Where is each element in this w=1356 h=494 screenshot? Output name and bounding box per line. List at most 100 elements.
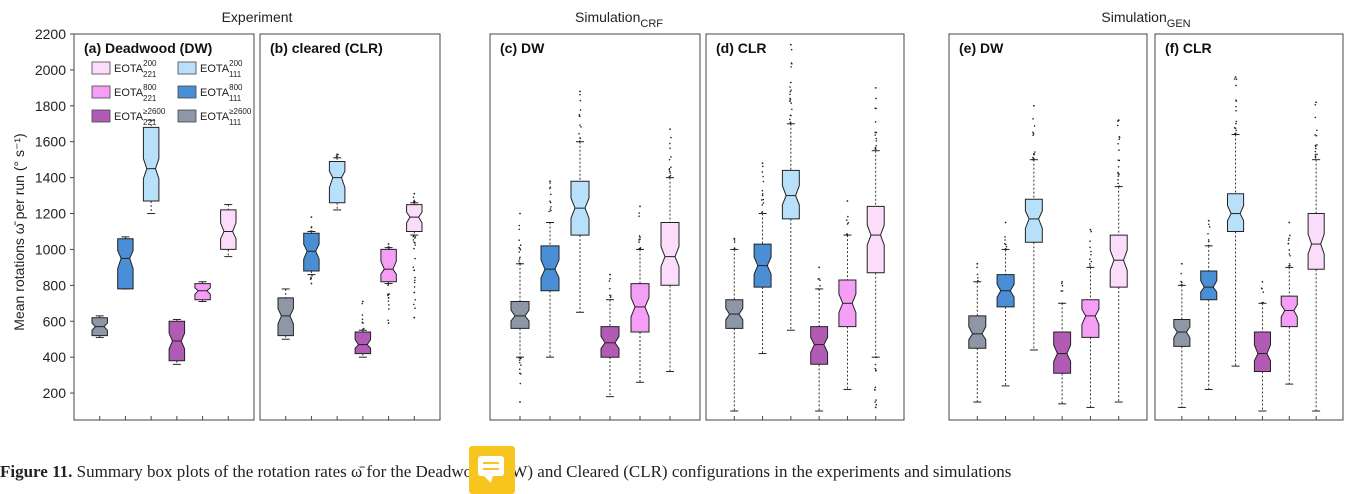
- box: [328, 161, 346, 204]
- outlier-point: [761, 211, 763, 214]
- outlier-point: [549, 187, 551, 190]
- outlier-point: [818, 266, 821, 269]
- outlier-point: [518, 361, 521, 364]
- outlier-point: [1117, 172, 1120, 175]
- legend-superscript: 800: [143, 83, 157, 92]
- outlier-point: [519, 357, 522, 360]
- legend-swatch: [91, 109, 111, 123]
- outlier-point: [874, 363, 877, 366]
- outlier-point: [1288, 263, 1291, 265]
- panel-label: (c) DW: [500, 40, 545, 56]
- panel-frame: [948, 33, 1148, 421]
- box: [540, 245, 560, 292]
- outlier-point: [1089, 246, 1091, 249]
- outlier-point: [1207, 219, 1210, 222]
- outlier-point: [733, 241, 736, 243]
- outlier-point: [1061, 284, 1064, 287]
- group-title: SimulationCRF: [575, 9, 663, 30]
- outlier-point: [413, 286, 416, 288]
- outlier-point: [1117, 119, 1120, 122]
- box: [380, 248, 397, 283]
- outlier-point: [414, 298, 417, 301]
- outlier-point: [608, 280, 611, 282]
- outlier-point: [1032, 104, 1035, 107]
- outlier-point: [977, 277, 979, 279]
- box: [1227, 193, 1245, 232]
- outlier-point: [669, 128, 671, 131]
- outlier-point: [977, 279, 979, 282]
- box: [354, 331, 372, 355]
- outlier-point: [310, 226, 313, 229]
- box: [220, 209, 237, 250]
- outlier-point: [1032, 158, 1034, 161]
- outlier-point: [789, 43, 792, 46]
- outlier-point: [874, 406, 877, 409]
- y-tick-label: 1800: [35, 98, 66, 114]
- outlier-point: [519, 401, 521, 403]
- panel-label: (f) CLR: [1165, 40, 1212, 56]
- outlier-point: [1314, 157, 1317, 159]
- outlier-point: [1089, 228, 1092, 231]
- outlier-point: [1117, 166, 1120, 168]
- outlier-point: [761, 194, 764, 197]
- outlier-point: [1235, 99, 1237, 101]
- outlier-point: [578, 140, 581, 143]
- outlier-point: [1034, 151, 1036, 153]
- legend-superscript: ≥2600: [229, 107, 252, 116]
- panel-label: (b) cleared (CLR): [270, 40, 383, 56]
- outlier-point: [639, 247, 642, 249]
- legend-superscript: 200: [229, 59, 243, 68]
- outlier-point: [847, 221, 850, 224]
- outlier-point: [579, 109, 582, 111]
- outlier-point: [1180, 272, 1183, 275]
- outlier-point: [1032, 131, 1034, 134]
- outlier-point: [519, 382, 522, 385]
- outlier-point: [1316, 144, 1318, 146]
- group-title: SimulationGEN: [1101, 9, 1190, 30]
- outlier-point: [818, 277, 820, 280]
- outlier-point: [1288, 249, 1291, 251]
- outlier-point: [789, 90, 792, 93]
- comment-line: [483, 462, 499, 464]
- outlier-point: [414, 200, 416, 203]
- group-title-main: Experiment: [222, 9, 293, 25]
- outlier-point: [668, 168, 671, 171]
- outlier-point: [875, 356, 878, 359]
- outlier-point: [1207, 240, 1210, 243]
- group-title-subscript: CRF: [640, 18, 663, 30]
- outlier-point: [1004, 221, 1007, 224]
- outlier-point: [1314, 116, 1317, 119]
- outlier-point: [875, 399, 877, 401]
- legend-swatch: [177, 109, 197, 123]
- outlier-point: [361, 321, 364, 324]
- legend-label: EOTA800 221: [114, 83, 157, 103]
- outlier-point: [1118, 136, 1121, 138]
- y-tick-label: 600: [43, 313, 67, 329]
- outlier-point: [1089, 265, 1091, 267]
- outlier-point: [412, 196, 415, 198]
- outlier-point: [550, 209, 552, 212]
- outlier-point: [670, 136, 672, 139]
- outlier-point: [413, 303, 415, 306]
- outlier-point: [1005, 243, 1007, 246]
- outlier-point: [1207, 239, 1210, 241]
- outlier-point: [579, 99, 582, 102]
- outlier-point: [790, 102, 792, 104]
- box: [277, 297, 294, 337]
- outlier-point: [845, 233, 848, 236]
- outlier-point: [609, 277, 611, 280]
- outlier-point: [309, 278, 312, 280]
- outlier-point: [1315, 134, 1318, 137]
- outlier-point: [387, 300, 390, 302]
- outlier-point: [1262, 291, 1265, 293]
- y-tick-label: 800: [43, 277, 67, 293]
- outlier-point: [1289, 234, 1291, 237]
- outlier-point: [1288, 237, 1290, 240]
- outlier-point: [1316, 153, 1318, 156]
- outlier-point: [789, 118, 791, 121]
- outlier-point: [874, 401, 876, 403]
- comment-icon[interactable]: [469, 446, 515, 494]
- outlier-point: [387, 297, 390, 299]
- outlier-point: [1033, 152, 1035, 155]
- outlier-point: [1033, 157, 1035, 160]
